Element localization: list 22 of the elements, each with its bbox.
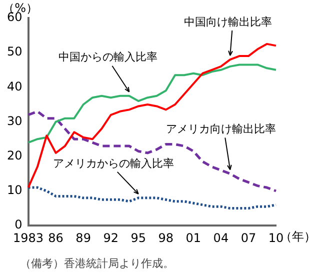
- y-tick-label: 10: [6, 183, 22, 198]
- text: （備考）香港統計局より作成。: [19, 256, 175, 271]
- y-tick-label: 40: [6, 79, 22, 94]
- y-tick-label: 0: [14, 218, 22, 232]
- series-label: アメリカ向け輸出比率: [166, 122, 276, 136]
- y-tick-label: 20: [6, 148, 22, 163]
- x-tick-label: 95: [130, 230, 146, 245]
- line-series: [27, 186, 278, 210]
- series-label: 中国向け輸出比率: [184, 15, 272, 28]
- x-tick-label: 01: [186, 230, 202, 245]
- text: アメリカからの輸入比率: [52, 156, 174, 170]
- x-tick-label: 04: [213, 230, 229, 245]
- x-tick-label: 89: [76, 230, 91, 245]
- line-series: [27, 110, 278, 192]
- x-tick-label: 1983: [12, 230, 44, 245]
- y-tick-label: 30: [6, 114, 22, 128]
- x-tick-label: 07: [240, 230, 256, 245]
- series-label: 中国からの輸入比率: [58, 50, 158, 64]
- y-tick-label: 50: [6, 44, 22, 59]
- x-tick-label: 98: [158, 230, 174, 245]
- x-tick-label: 92: [103, 230, 118, 245]
- x-tick-label: 86: [48, 230, 64, 245]
